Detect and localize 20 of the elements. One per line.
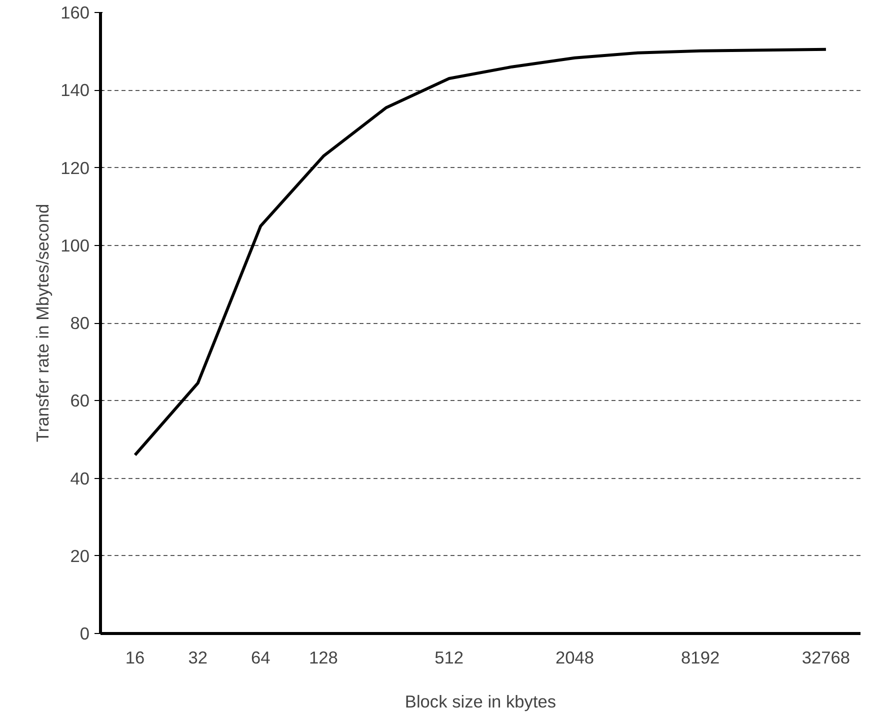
x-tick-label: 128 [309, 648, 338, 668]
x-tick-label: 8192 [681, 648, 720, 668]
y-tick-label: 120 [60, 158, 90, 178]
y-tick-label: 160 [60, 2, 90, 22]
y-tick-label: 40 [70, 468, 90, 488]
y-tick-label: 80 [70, 313, 90, 333]
x-tick-label: 16 [125, 648, 145, 668]
x-tick-label: 32768 [802, 648, 850, 668]
y-tick-label: 0 [80, 624, 90, 644]
y-axis-title: Transfer rate in Mbytes/second [32, 204, 53, 442]
y-tick-label: 140 [60, 80, 90, 100]
y-tick-label: 60 [70, 390, 90, 411]
x-tick-label: 32 [188, 648, 208, 668]
x-tick-label: 64 [251, 648, 271, 668]
line-series [134, 48, 828, 456]
y-tick-label: 100 [60, 235, 90, 256]
x-tick-label: 512 [434, 648, 464, 668]
y-tick-label: 20 [70, 546, 90, 566]
x-axis-title: Block size in kbytes [404, 692, 556, 712]
x-tick-label: 2048 [555, 648, 594, 668]
